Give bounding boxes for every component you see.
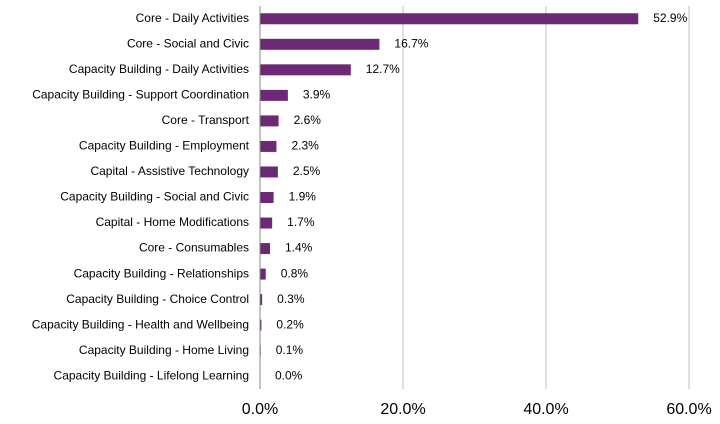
y-tick-label: Core - Transport [162, 113, 250, 127]
bar [260, 140, 277, 152]
x-tick-label: 0.0% [242, 401, 278, 418]
data-label: 2.6% [294, 113, 322, 127]
y-tick-label: Capacity Building - Social and Civic [60, 190, 249, 204]
data-label: 52.9% [653, 11, 687, 25]
x-tick-label: 60.0% [666, 401, 711, 418]
data-label: 0.3% [277, 292, 305, 306]
data-label: 2.3% [291, 139, 319, 153]
bar [260, 319, 262, 331]
y-tick-label: Capacity Building - Daily Activities [69, 62, 249, 76]
y-tick-label: Core - Daily Activities [136, 11, 249, 25]
data-label: 0.1% [276, 343, 304, 357]
bar [260, 38, 380, 50]
data-label: 2.5% [293, 164, 321, 178]
data-label: 16.7% [394, 36, 428, 50]
bar [260, 192, 274, 203]
y-tick-label: Capacity Building - Support Coordination [32, 88, 249, 102]
y-tick-label: Capacity Building - Choice Control [66, 292, 249, 306]
bar [260, 64, 351, 76]
y-tick-label: Core - Social and Civic [127, 36, 249, 50]
bar [260, 115, 279, 127]
y-tick-label: Capacity Building - Health and Wellbeing [32, 317, 249, 331]
y-tick-label: Core - Consumables [139, 241, 249, 255]
data-label: 1.9% [289, 190, 317, 204]
x-tick-label: 40.0% [523, 401, 568, 418]
y-tick-label: Capital - Assistive Technology [90, 164, 249, 178]
bar [260, 166, 278, 178]
data-label: 0.0% [275, 368, 303, 382]
data-label: 12.7% [366, 62, 400, 76]
data-label: 1.4% [285, 241, 313, 255]
data-label: 0.2% [276, 317, 304, 331]
y-tick-label: Capacity Building - Employment [79, 139, 250, 153]
bar [260, 268, 266, 280]
bar [260, 243, 271, 255]
bar [260, 89, 288, 101]
y-tick-label: Capacity Building - Lifelong Learning [54, 368, 249, 382]
bar [260, 294, 263, 306]
y-tick-label: Capacity Building - Relationships [74, 266, 249, 280]
bar [260, 217, 273, 229]
x-tick-label: 20.0% [380, 401, 425, 418]
y-tick-label: Capacity Building - Home Living [79, 343, 249, 357]
data-label: 3.9% [303, 88, 331, 102]
y-tick-label: Capital - Home Modifications [96, 215, 249, 229]
bar [260, 13, 639, 25]
data-label: 1.7% [287, 215, 315, 229]
data-label: 0.8% [281, 266, 309, 280]
